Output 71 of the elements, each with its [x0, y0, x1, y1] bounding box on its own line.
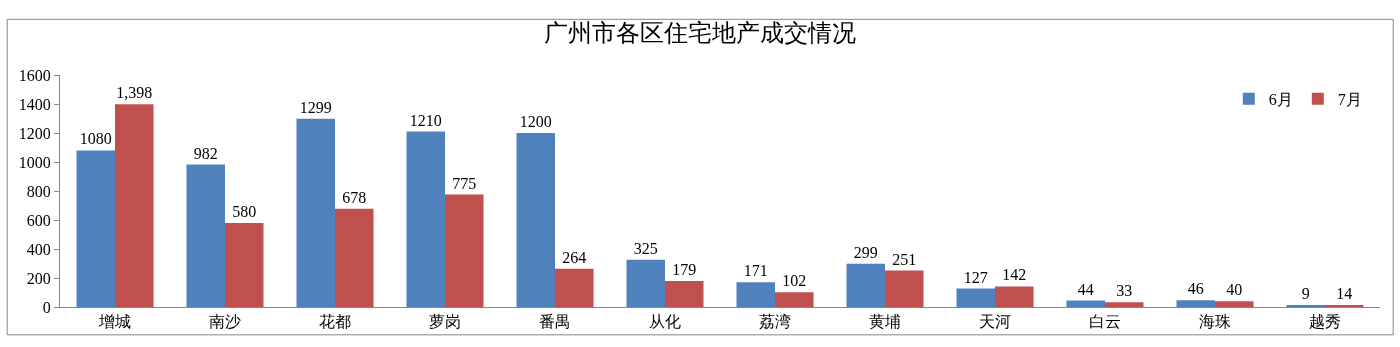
data-label: 580 [232, 202, 257, 220]
bar [555, 268, 594, 307]
bar [626, 259, 665, 307]
bar [1105, 302, 1144, 307]
bar [995, 286, 1034, 307]
data-label: 982 [193, 144, 218, 162]
data-label: 44 [1077, 280, 1094, 298]
y-tick-label: 1600 [18, 66, 51, 84]
bar [1325, 304, 1364, 307]
data-label: 46 [1187, 280, 1204, 298]
data-label: 299 [853, 243, 878, 261]
data-label: 179 [672, 261, 697, 279]
bar [775, 292, 814, 307]
bar [225, 222, 264, 307]
y-tick-label: 800 [26, 182, 51, 200]
bar [1066, 300, 1105, 307]
bar [296, 118, 335, 307]
data-label: 264 [562, 248, 587, 266]
bar [406, 131, 445, 307]
bar [1176, 300, 1215, 307]
data-label: 171 [743, 262, 768, 280]
bar [1215, 301, 1254, 307]
x-tick-label: 从化 [649, 312, 681, 332]
bar [736, 282, 775, 307]
x-tick-label: 增城 [98, 312, 131, 332]
data-label: 775 [452, 174, 477, 192]
data-label: 127 [963, 268, 988, 286]
y-tick-label: 400 [26, 240, 51, 258]
bar [956, 288, 995, 307]
x-tick-label: 白云 [1089, 312, 1121, 332]
data-label: 142 [1002, 266, 1027, 284]
chart-title: 广州市各区住宅地产成交情况 [544, 19, 856, 48]
x-tick-label: 海珠 [1199, 312, 1231, 332]
data-label: 9 [1301, 285, 1310, 302]
data-label: 1210 [409, 111, 442, 129]
legend-label: 6月 [1268, 91, 1293, 109]
bar [335, 208, 374, 307]
x-tick-label: 番禺 [539, 312, 571, 332]
y-tick-label: 1000 [18, 153, 51, 171]
bar [885, 270, 924, 307]
bar [186, 164, 225, 307]
data-label: 1200 [519, 113, 552, 130]
data-label: 325 [633, 239, 658, 257]
x-tick-label: 南沙 [209, 312, 241, 332]
x-tick-label: 天河 [979, 312, 1011, 332]
x-tick-label: 萝岗 [429, 312, 461, 332]
data-label: 33 [1116, 282, 1133, 300]
x-tick-label: 黄埔 [869, 312, 901, 332]
data-label: 1299 [299, 98, 332, 116]
data-label: 1,398 [116, 84, 153, 102]
bar [115, 104, 154, 307]
y-tick-label: 1200 [18, 124, 51, 142]
x-tick-label: 荔湾 [759, 312, 791, 332]
bar [665, 281, 704, 307]
data-label: 102 [782, 272, 807, 290]
data-label: 251 [892, 250, 917, 268]
bar [76, 150, 115, 307]
data-label: 14 [1336, 284, 1353, 302]
data-label: 40 [1226, 281, 1243, 299]
x-tick-label: 越秀 [1309, 312, 1341, 332]
x-tick-label: 花都 [319, 312, 351, 332]
bar [445, 194, 484, 307]
bar [846, 263, 885, 307]
y-tick-label: 200 [26, 269, 51, 287]
legend-label: 7月 [1337, 91, 1362, 109]
data-label: 1080 [79, 130, 112, 148]
y-tick-label: 1400 [18, 95, 51, 113]
data-label: 678 [342, 188, 367, 206]
y-tick-label: 0 [42, 298, 51, 316]
y-tick-label: 600 [26, 211, 51, 229]
bar [516, 133, 555, 307]
